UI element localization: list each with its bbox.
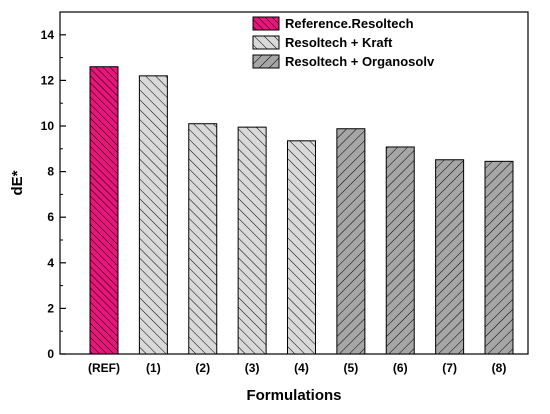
y-axis: 0 2 4 6 8 10 12 14 xyxy=(41,28,66,361)
legend-swatch-hatch xyxy=(252,35,280,50)
bar-hatch xyxy=(237,126,267,355)
bar-hatch xyxy=(385,146,415,355)
legend-label-kraft: Resoltech + Kraft xyxy=(285,35,393,50)
x-tick-label: (4) xyxy=(294,361,309,375)
bar-hatch xyxy=(287,140,316,355)
x-tick-label: (3) xyxy=(245,361,260,375)
x-tick-label: (1) xyxy=(146,361,161,375)
x-tick-label: (7) xyxy=(442,361,457,375)
legend-label-ref: Reference.Resoltech xyxy=(285,16,414,31)
x-tick-label: (2) xyxy=(195,361,210,375)
y-tick-label: 0 xyxy=(47,347,54,361)
y-tick-label: 6 xyxy=(47,210,54,224)
x-tick-label: (5) xyxy=(344,361,359,375)
y-axis-title: dE* xyxy=(9,170,26,195)
x-axis: (REF) (1) (2) (3) (4) (5) (6) (7) (8) xyxy=(88,349,506,375)
bar-hatch xyxy=(89,66,119,355)
y-tick-label: 12 xyxy=(41,73,55,87)
legend-swatch-hatch xyxy=(252,54,280,69)
bar-hatch xyxy=(138,75,168,355)
bar-hatch xyxy=(188,123,218,355)
y-tick-label: 2 xyxy=(47,301,54,315)
bar-hatch xyxy=(336,128,366,355)
y-tick-label: 14 xyxy=(41,28,55,42)
legend-swatch-hatch xyxy=(252,16,280,31)
y-tick-label: 8 xyxy=(47,165,54,179)
y-tick-label: 4 xyxy=(47,256,54,270)
x-axis-title: Formulations xyxy=(246,387,341,404)
legend-label-organosolv: Resoltech + Organosolv xyxy=(285,54,435,69)
bar-hatch xyxy=(484,160,514,355)
x-tick-label: (6) xyxy=(393,361,408,375)
bars xyxy=(89,66,514,355)
bar-hatch xyxy=(435,159,465,355)
legend: Reference.Resoltech Resoltech + Kraft Reso… xyxy=(252,16,435,69)
x-tick-label: (REF) xyxy=(88,361,120,375)
x-tick-label: (8) xyxy=(492,361,507,375)
y-tick-label: 10 xyxy=(41,119,55,133)
